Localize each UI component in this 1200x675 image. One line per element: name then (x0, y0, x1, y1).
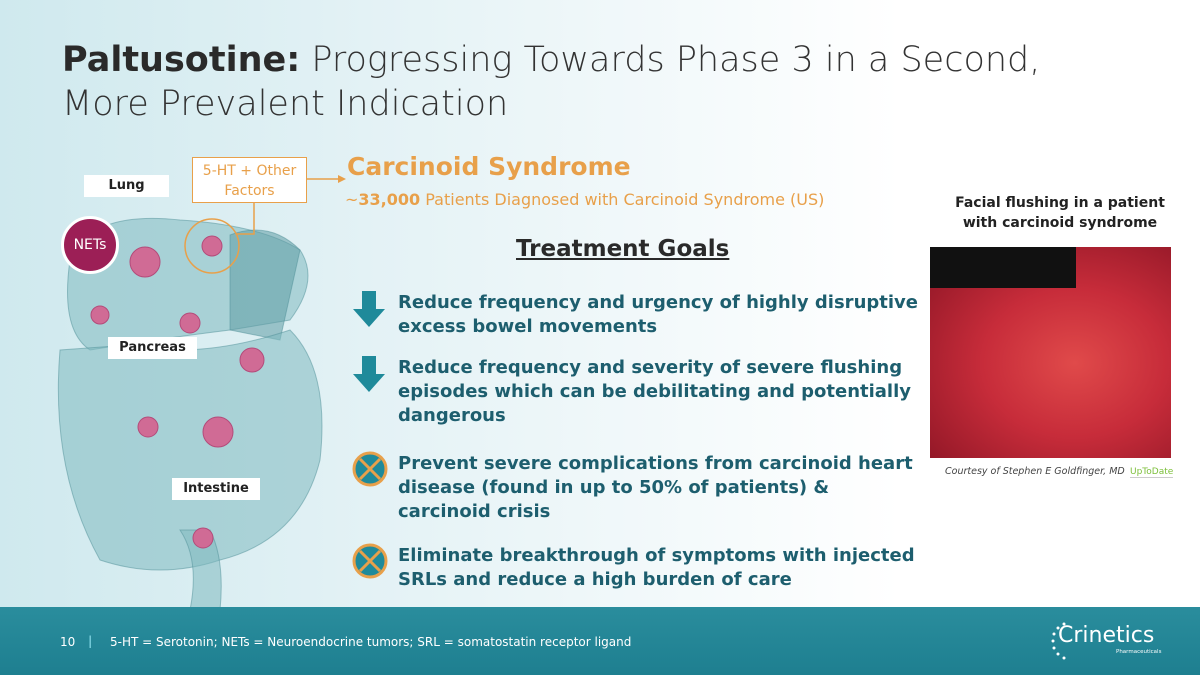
photo-caption: Facial flushing in a patient with carcin… (955, 195, 1165, 231)
factors-box: 5-HT + Other Factors (192, 157, 307, 203)
goal-item: Prevent severe complications from carcin… (398, 453, 913, 522)
highlight-circle (184, 218, 240, 274)
tumor (202, 416, 234, 448)
syndrome-subtitle: ~33,000 Patients Diagnosed with Carcinoi… (345, 190, 825, 209)
footer-separator: | (88, 634, 93, 648)
x-circle-icon (352, 543, 388, 579)
lung-label: Lung (84, 175, 169, 197)
intestine-shape (57, 329, 323, 571)
tumor (179, 312, 201, 334)
goal-item: Eliminate breakthrough of symptoms with … (398, 545, 915, 590)
syndrome-title: Carcinoid Syndrome (347, 152, 631, 181)
arrow-down-icon (353, 291, 385, 327)
company-logo-sub: Pharmaceuticals (1116, 649, 1162, 655)
stomach-shape (229, 229, 301, 341)
page-title: Paltusotine: Progressing Towards Phase 3… (62, 40, 1041, 124)
pancreas-label: Pancreas (108, 337, 197, 359)
rectum-shape (179, 529, 222, 610)
connector-line (236, 203, 255, 235)
goal-item: Reduce frequency and urgency of highly d… (398, 292, 918, 337)
intestine-label: Intestine (172, 478, 260, 500)
footnote: 5-HT = Serotonin; NETs = Neuroendocrine … (110, 635, 632, 649)
footer-band (0, 607, 1200, 675)
company-logo: Crinetics (1058, 623, 1155, 648)
uptodate-logo: UpToDate (1130, 467, 1174, 478)
treatment-goals-heading: Treatment Goals (516, 236, 730, 262)
x-circle-icon (352, 451, 388, 487)
tumor (129, 246, 161, 278)
tumor (90, 305, 110, 325)
logo-dots-icon (1051, 622, 1066, 660)
tumor (137, 416, 159, 438)
tumor (239, 347, 265, 373)
nets-badge: NETs (61, 216, 119, 274)
arrow-right-icon (306, 175, 346, 183)
tumor (201, 235, 223, 257)
arrow-down-icon (353, 356, 385, 392)
goal-item: Reduce frequency and severity of severe … (398, 357, 911, 426)
photo-courtesy: Courtesy of Stephen E Goldfinger, MD (945, 466, 1125, 477)
tumor (192, 527, 214, 549)
page-number: 10 (60, 635, 76, 649)
anatomy-illustration (57, 203, 323, 610)
privacy-bar (930, 247, 1076, 288)
